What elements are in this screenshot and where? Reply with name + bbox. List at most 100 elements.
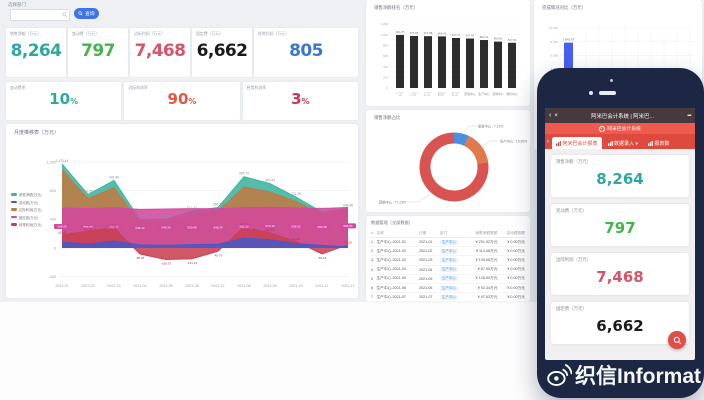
svg-text:400: 400: [50, 218, 56, 222]
svg-text:-45.70: -45.70: [214, 253, 223, 257]
svg-text:-160.37: -160.37: [161, 261, 172, 265]
table-row[interactable]: 5 生产中心-2021-05 2021-05 生产中心 ¥ 128.60万元 ¥ 0.00…: [370, 274, 526, 284]
table-cell: ¥ 139.06万元: [465, 255, 499, 266]
svg-text:2021-03: 2021-03: [107, 284, 120, 288]
search-button[interactable]: 查询: [74, 8, 99, 19]
table-cell: 6: [370, 283, 376, 294]
phone-kpi-card: 固定费（万元） 6,662: [550, 301, 690, 345]
svg-text:2021-06: 2021-06: [185, 284, 198, 288]
phone-kpi-list: 销售净额（万元） 8,264 变动费（万元） 797 边际利润（万元） 7,468 固定费（…: [550, 154, 690, 345]
svg-text:0: 0: [54, 246, 56, 250]
data-table-title: 数据管理（全部数据）: [371, 220, 413, 225]
svg-text:2021-01: 2021-01: [55, 284, 68, 288]
legend-label: 边际利润(万元): [19, 208, 42, 212]
svg-text:三工厂: 三工厂: [424, 92, 433, 96]
legend-item[interactable]: 销售净额(万元): [11, 192, 53, 197]
phone-tab[interactable]: 阿米巴会计报表: [552, 137, 602, 149]
table-cell: 生产中心: [438, 292, 466, 303]
svg-text:营销中心 : 77.23%: 营销中心 : 77.23%: [379, 200, 406, 205]
watermark: 织信Informat: [546, 360, 701, 390]
svg-text:研发中心: 研发中心: [464, 92, 475, 96]
department-filter-field[interactable]: [10, 9, 70, 21]
table-row[interactable]: 4 生产中心-2021-04 2021-04 生产中心 ¥ 87.50万元 ¥ 0.00万…: [370, 265, 526, 275]
svg-text:552.28: 552.28: [317, 225, 327, 229]
table-cell: 2021-01: [417, 237, 439, 248]
svg-text:237.86: 237.86: [83, 226, 93, 230]
table-cell: ¥ 0.00万元: [498, 237, 526, 248]
table-cell: 生产中心: [438, 246, 466, 257]
ratio-card-label: 经常利润率: [246, 85, 267, 90]
svg-text:1,000: 1,000: [380, 33, 388, 37]
department-pill: 生产中心: [439, 248, 458, 254]
phone-tab[interactable]: 报表数: [644, 137, 674, 149]
phone-content: 销售净额（万元） 8,264 变动费（万元） 797 边际利润（万元） 7,468 固定费（…: [545, 149, 695, 360]
back-icon[interactable]: ‹: [549, 112, 552, 119]
table-row[interactable]: 2 生产中心-2021-02 2021-02 生产中心 ¥ 113.46万元 ¥ 0.00…: [370, 246, 526, 257]
svg-text:545.30: 545.30: [161, 226, 171, 230]
kpi-card-value: 8,264: [10, 41, 62, 61]
app-banner-title: 阿米巴会计系统: [607, 127, 641, 132]
kpi-card: 变动费（万元） 797: [68, 28, 128, 77]
phone-kpi-card: 边际利润（万元） 7,468: [550, 252, 690, 296]
svg-text:869.80: 869.80: [494, 37, 503, 41]
legend-label: 变动费(万元): [19, 200, 39, 205]
ratio-card-label: 变动费率: [10, 85, 26, 90]
table-row[interactable]: 6 生产中心-2021-06 2021-06 生产中心 ¥ 92.34万元 ¥ 0.00万…: [370, 283, 526, 294]
svg-text:558.32: 558.32: [291, 225, 301, 229]
phone-kpi-label: 变动费（万元）: [556, 208, 587, 213]
legend-item[interactable]: 固定费(万元): [11, 215, 53, 220]
kpi-card-label: 固定费（万元）: [196, 31, 224, 36]
table-cell: 1: [370, 237, 376, 248]
search-icon: [78, 11, 83, 16]
table-row[interactable]: 3 生产中心-2021-03 2021-03 生产中心 ¥ 139.06万元 ¥ 0.00…: [370, 255, 526, 266]
legend-item[interactable]: 变动费(万元): [11, 200, 53, 205]
table-cell: 2021-02: [417, 246, 439, 257]
svg-text:943.45: 943.45: [109, 175, 119, 179]
phone-tab-label: 阿米巴会计报表: [562, 140, 598, 147]
app-logo-icon: [599, 125, 606, 132]
kpi-card: 边际利润（万元） 7,468: [130, 28, 190, 77]
table-row[interactable]: 1 生产中心-2021-01 2021-01 生产中心 ¥ 231.92万元 ¥ 0.00…: [370, 237, 526, 248]
table-cell: 2: [370, 246, 376, 257]
watermark-text: 织信Informat: [575, 365, 701, 388]
svg-text:营销中心: 营销中心: [492, 92, 503, 96]
table-row[interactable]: 7 生产中心-2021-07 2021-07 生产中心 ¥ 97.63万元 ¥ 0.00万…: [370, 292, 526, 303]
more-menu-icon[interactable]: •••: [687, 112, 691, 119]
table-cell: ¥ 128.60万元: [465, 274, 499, 284]
svg-text:504.62: 504.62: [317, 207, 327, 211]
svg-text:-85.36: -85.36: [136, 256, 145, 260]
table-cell: 5: [370, 274, 376, 284]
search-fab-button[interactable]: [668, 331, 686, 349]
svg-text:2021-10: 2021-10: [289, 284, 302, 288]
phone-mockup: ‹ × 阿米巴会计系统 | 阿米巴... ••• 阿米巴会计系统 ‹ 阿米巴会计…: [537, 68, 704, 398]
table-cell: 生产中心-2021-01: [375, 237, 418, 248]
weibo-logo-icon: [547, 364, 572, 386]
svg-text:899.42: 899.42: [480, 35, 489, 39]
table-column-header: 部门: [438, 229, 466, 238]
chevron-left-icon[interactable]: ‹: [547, 138, 549, 145]
phone-tab[interactable]: 数据录入 ▾: [604, 137, 642, 149]
svg-text:570.14: 570.14: [265, 224, 275, 228]
table-cell: 3: [370, 255, 376, 266]
svg-text:45.28: 45.28: [344, 240, 352, 244]
department-input[interactable]: [11, 11, 62, 19]
svg-text:517.47: 517.47: [187, 206, 197, 210]
legend-item[interactable]: 边际利润(万元): [11, 207, 53, 212]
chart-icon: [647, 140, 653, 146]
legend-item[interactable]: 经常利润(万元): [11, 222, 53, 227]
ratio-card-label: 边际利润率: [128, 85, 148, 90]
sales-ranking-card: 销售净额排名（万元） 1,200 1,000 800 600 400 200 0 994.75…: [366, 0, 530, 106]
svg-text:0: 0: [386, 86, 388, 90]
svg-text:899.43: 899.43: [265, 179, 275, 183]
table-cell: 2021-03: [417, 255, 439, 266]
search-icon: [62, 12, 68, 18]
svg-text:548.26: 548.26: [213, 225, 223, 229]
svg-text:800: 800: [383, 44, 388, 48]
phone-tab-label: 数据录入 ▾: [614, 140, 638, 147]
svg-text:1,200: 1,200: [46, 160, 56, 164]
close-icon[interactable]: ×: [554, 112, 558, 119]
sales-share-title: 销售净额占比: [374, 115, 401, 120]
svg-text:968.42: 968.42: [438, 31, 447, 35]
speaker-grille: [599, 91, 616, 95]
